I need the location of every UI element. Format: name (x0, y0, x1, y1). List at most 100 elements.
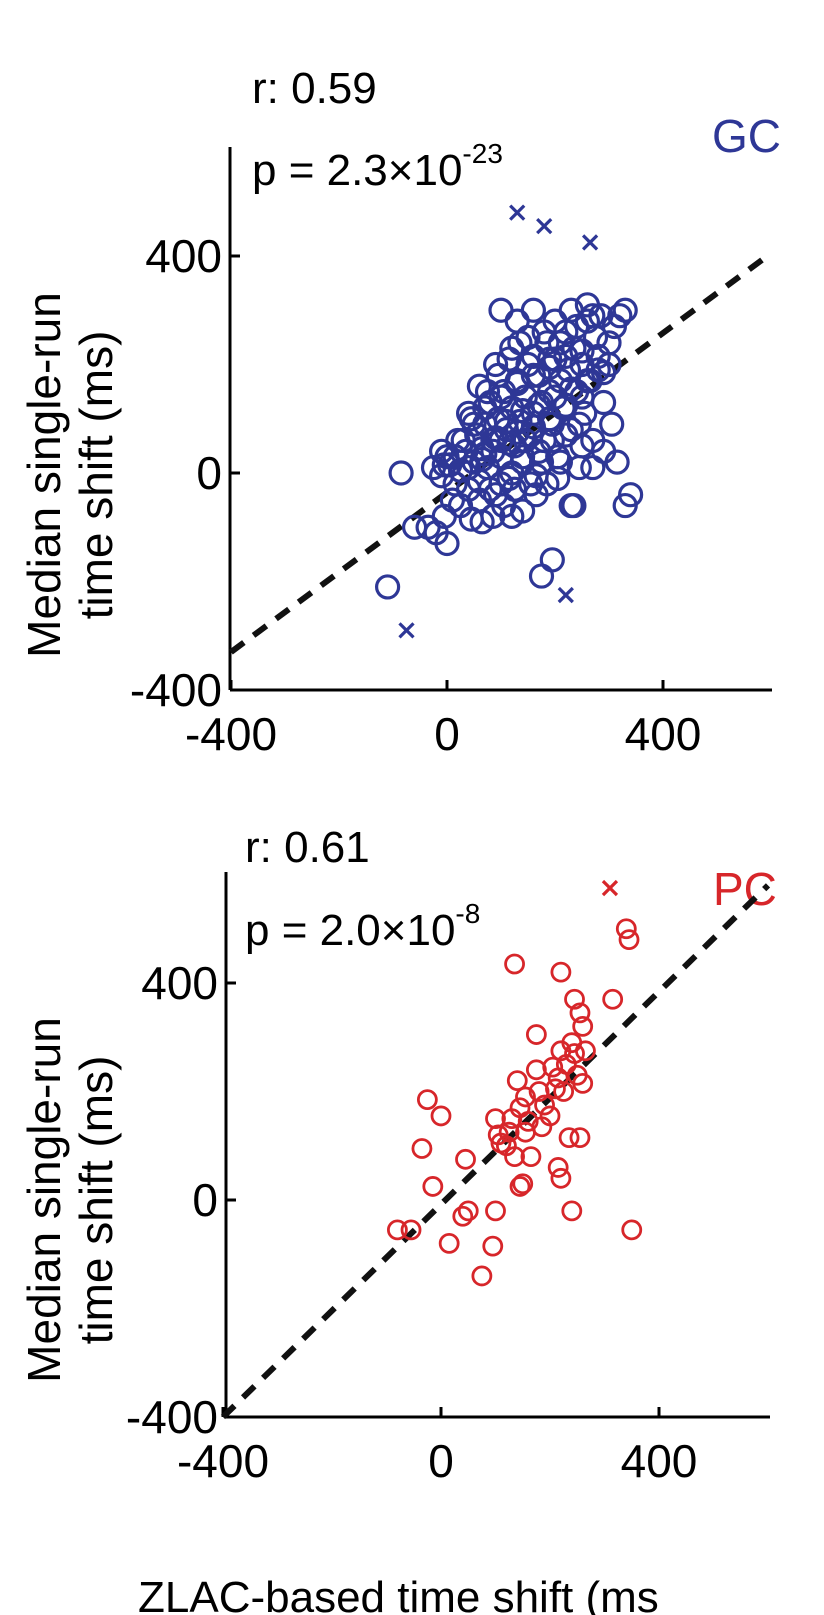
pc-data-point (550, 961, 572, 983)
gc-outlier-cross (398, 622, 415, 639)
gc-data-point (607, 303, 633, 329)
gc-data-point (509, 444, 536, 470)
gc-p-prefix: p = 2.3×10 (252, 146, 462, 195)
gc-p-exponent: -23 (462, 138, 502, 169)
pc-data-point (386, 1219, 408, 1241)
gc-data-point (585, 343, 611, 369)
pc-data-point (618, 929, 640, 950)
pc-data-point (569, 1127, 591, 1149)
gc-data-point (547, 449, 574, 475)
gc-data-point (561, 492, 587, 519)
gc-outlier-cross (581, 234, 599, 251)
pc-data-point (504, 953, 525, 975)
pc-ylabel-line1: Median single-run (18, 1017, 70, 1383)
gc-data-point (612, 297, 638, 323)
pc-data-point (506, 1070, 528, 1092)
gc-p-stat: p = 2.3×10-23 (252, 138, 503, 195)
gc-data-point (547, 330, 574, 356)
gc-outlier-cross (509, 204, 526, 221)
gc-y-axis-label: Median single-run time shift (ms) (18, 292, 122, 658)
gc-r-stat: r: 0.59 (252, 64, 377, 113)
gc-data-point (604, 449, 630, 475)
gc-ytick-label: 0 (196, 447, 222, 499)
pc-data-point (547, 1157, 569, 1178)
pc-data-point (615, 918, 637, 940)
pc-data-point (572, 1072, 594, 1094)
pc-data-point (561, 1200, 583, 1222)
gc-data-point (590, 389, 617, 416)
pc-data-point (471, 1265, 493, 1287)
gc-data-point (434, 530, 460, 557)
pc-data-point (555, 1053, 577, 1075)
pc-ytick-label: 0 (192, 1174, 218, 1226)
pc-data-point (564, 988, 585, 1010)
gc-ytick-label: -400 (130, 664, 222, 716)
pc-data-point (602, 988, 624, 1010)
panel-gc: r: 0.59 p = 2.3×10-23 GC Median single-r… (18, 64, 781, 760)
pc-data-point (575, 1040, 596, 1062)
pc-data-point (515, 1086, 536, 1108)
gc-xtick-label: 0 (434, 708, 460, 760)
pc-ylabel-line2: time shift (ms) (70, 1056, 122, 1345)
pc-data-point (416, 1089, 438, 1111)
gc-data-point (402, 514, 428, 540)
pc-dashed-line (220, 883, 771, 1420)
pc-r-stat: r: 0.61 (245, 823, 370, 872)
pc-data-point (452, 1205, 474, 1227)
pc-data-point (457, 1200, 479, 1222)
pc-data-point (438, 1233, 460, 1254)
pc-data-point (509, 1176, 531, 1197)
gc-data-point (496, 430, 522, 456)
pc-xtick-label: -400 (177, 1435, 269, 1487)
pc-data-point (534, 1094, 555, 1116)
gc-plot-area: -400 0 400 -400 0 400 (130, 147, 773, 760)
pc-data-point (569, 1002, 591, 1024)
gc-xtick-label: 400 (625, 708, 702, 760)
pc-data-point (400, 1219, 422, 1241)
pc-data-point (621, 1219, 643, 1241)
gc-data-point (415, 514, 441, 540)
gc-data-point (483, 351, 509, 378)
gc-data-point (599, 411, 625, 437)
pc-data-point (430, 1105, 452, 1127)
gc-data-point (429, 438, 455, 464)
pc-data-point (411, 1138, 433, 1159)
gc-data-point (534, 471, 560, 497)
pc-xtick-label: 0 (428, 1435, 454, 1487)
pc-data-point (501, 1108, 523, 1130)
pc-data-point (525, 1024, 547, 1045)
gc-data-point (617, 482, 644, 508)
gc-data-point (580, 303, 606, 329)
pc-data-point (550, 1167, 572, 1189)
pc-data-point (512, 1173, 534, 1195)
gc-ytick-label: 400 (145, 230, 222, 282)
gc-data-point (431, 452, 457, 478)
gc-data-point (569, 338, 595, 364)
pc-data-point (558, 1127, 580, 1149)
gc-data-point (566, 411, 592, 437)
pc-data-point (550, 1040, 572, 1062)
pc-p-stat: p = 2.0×10-8 (245, 898, 480, 955)
gc-xtick-label: -400 (185, 708, 277, 760)
gc-ylabel-line1: Median single-run (18, 292, 70, 658)
pc-data-point (520, 1146, 542, 1167)
pc-data-point (545, 1078, 566, 1100)
gc-legend: GC (712, 110, 781, 162)
pc-data-point (495, 1135, 517, 1157)
pc-data-point (482, 1235, 504, 1257)
gc-data-point (509, 398, 536, 424)
pc-data-point (572, 1016, 594, 1037)
gc-data-point (539, 547, 565, 573)
gc-data-point (375, 574, 401, 600)
pc-p-exponent: -8 (455, 898, 480, 929)
gc-outlier-cross (557, 586, 574, 604)
gc-data-point (388, 460, 414, 486)
gc-ylabel-line2: time shift (ms) (70, 331, 122, 620)
panel-pc: r: 0.61 p = 2.0×10-8 PC Median single-ru… (18, 823, 777, 1615)
gc-data-point (580, 454, 606, 481)
gc-data-point (488, 297, 514, 323)
gc-data-point (504, 308, 530, 334)
gc-data-point (507, 330, 533, 356)
gc-data-point (509, 498, 536, 524)
pc-plot-area: -400 0 400 -400 0 400 (126, 872, 771, 1487)
